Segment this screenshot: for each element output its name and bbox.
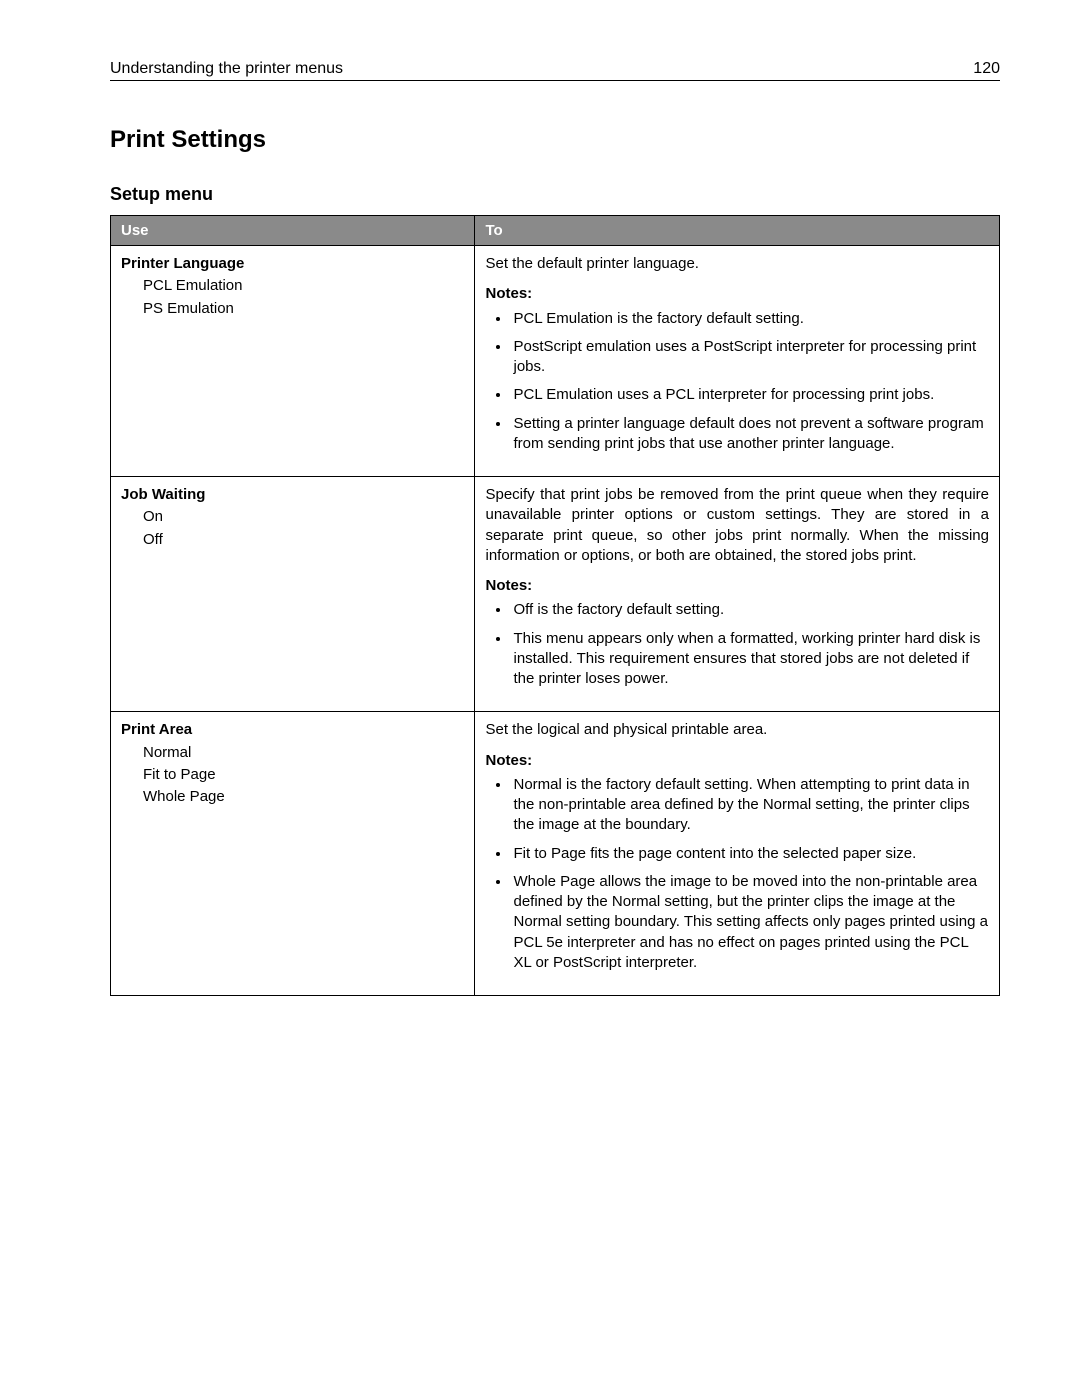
note-item: Off is the factory default setting. xyxy=(511,600,989,620)
notes-label: Notes: xyxy=(485,751,989,771)
note-item: Setting a printer language default does … xyxy=(511,414,989,455)
cell-use: Print Area Normal Fit to Page Whole Page xyxy=(111,712,475,996)
table-row: Print Area Normal Fit to Page Whole Page… xyxy=(111,712,1000,996)
page: Understanding the printer menus 120 Prin… xyxy=(0,0,1080,1397)
note-item: Whole Page allows the image to be moved … xyxy=(511,872,989,973)
setting-name: Print Area xyxy=(121,720,464,740)
setting-option: Normal xyxy=(143,743,464,763)
cell-use: Job Waiting On Off xyxy=(111,477,475,712)
page-number: 120 xyxy=(973,60,1000,78)
note-item: PostScript emulation uses a PostScript i… xyxy=(511,337,989,378)
cell-use: Printer Language PCL Emulation PS Emulat… xyxy=(111,246,475,477)
col-header-use: Use xyxy=(111,216,475,246)
setting-description: Set the logical and physical printable a… xyxy=(485,720,989,740)
note-item: PCL Emulation is the factory default set… xyxy=(511,309,989,329)
setting-name: Printer Language xyxy=(121,254,464,274)
cell-to: Set the default printer language. Notes:… xyxy=(475,246,1000,477)
note-item: Fit to Page fits the page content into t… xyxy=(511,844,989,864)
setting-name: Job Waiting xyxy=(121,485,464,505)
notes-list: Normal is the factory default setting. W… xyxy=(485,775,989,973)
notes-list: Off is the factory default setting. This… xyxy=(485,600,989,689)
note-item: Normal is the factory default setting. W… xyxy=(511,775,989,836)
setting-option: PS Emulation xyxy=(143,299,464,319)
col-header-to: To xyxy=(475,216,1000,246)
cell-to: Specify that print jobs be removed from … xyxy=(475,477,1000,712)
subheading: Setup menu xyxy=(110,184,1000,205)
table-row: Printer Language PCL Emulation PS Emulat… xyxy=(111,246,1000,477)
setting-option: PCL Emulation xyxy=(143,276,464,296)
note-item: PCL Emulation uses a PCL interpreter for… xyxy=(511,385,989,405)
table-row: Job Waiting On Off Specify that print jo… xyxy=(111,477,1000,712)
setting-options: PCL Emulation PS Emulation xyxy=(121,276,464,319)
setting-option: On xyxy=(143,507,464,527)
setting-description: Set the default printer language. xyxy=(485,254,989,274)
notes-list: PCL Emulation is the factory default set… xyxy=(485,309,989,455)
table-header-row: Use To xyxy=(111,216,1000,246)
notes-label: Notes: xyxy=(485,284,989,304)
setting-options: Normal Fit to Page Whole Page xyxy=(121,743,464,808)
setting-options: On Off xyxy=(121,507,464,550)
setting-option: Whole Page xyxy=(143,787,464,807)
setting-option: Off xyxy=(143,530,464,550)
notes-label: Notes: xyxy=(485,576,989,596)
page-title: Print Settings xyxy=(110,126,1000,154)
setting-option: Fit to Page xyxy=(143,765,464,785)
note-item: This menu appears only when a formatted,… xyxy=(511,629,989,690)
section-title: Understanding the printer menus xyxy=(110,60,343,78)
setting-description: Specify that print jobs be removed from … xyxy=(485,485,989,566)
cell-to: Set the logical and physical printable a… xyxy=(475,712,1000,996)
page-header: Understanding the printer menus 120 xyxy=(110,60,1000,81)
settings-table: Use To Printer Language PCL Emulation PS… xyxy=(110,215,1000,996)
